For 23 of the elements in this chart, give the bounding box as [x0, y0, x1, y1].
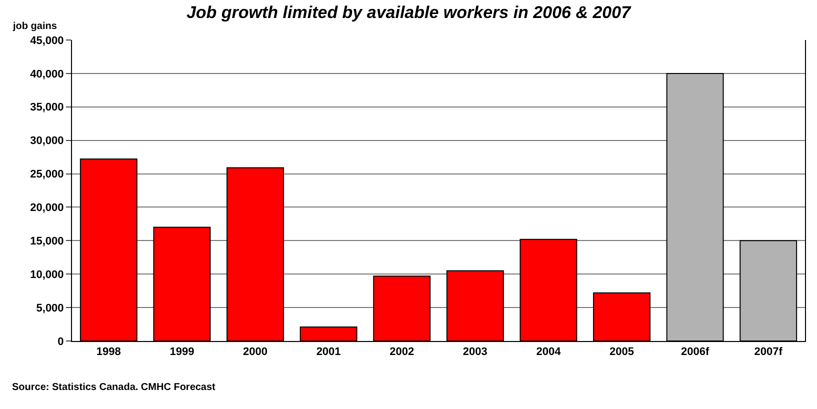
y-tick-label: 30,000	[30, 135, 64, 148]
x-tick-label: 1999	[170, 346, 194, 358]
y-tick-label: 15,000	[30, 236, 64, 248]
y-tick-label: 0	[58, 336, 64, 348]
x-tick-label: 2005	[610, 346, 634, 358]
y-tick-label: 20,000	[30, 202, 64, 214]
y-tick-label: 45,000	[30, 34, 64, 47]
chart-title: Job growth limited by available workers in 2006 & 2007	[186, 3, 632, 22]
y-axis-title: job gains	[12, 21, 58, 32]
x-tick-label: 2004	[536, 346, 562, 358]
y-tick-label: 35,000	[30, 102, 64, 114]
x-tick-label: 2006f	[680, 346, 710, 358]
x-tick-label: 2003	[462, 346, 488, 358]
x-tick-label: 2000	[243, 346, 268, 358]
y-tick-label: 40,000	[30, 68, 64, 80]
x-tick-label: 2002	[390, 346, 414, 358]
y-tick-label: 10,000	[30, 268, 64, 281]
y-tick-label: 25,000	[30, 168, 64, 181]
x-tick-label: 2001	[316, 346, 341, 358]
x-tick-label: 2007f	[754, 346, 783, 358]
source-note: Source: Statistics Canada. CMHC Forecast	[12, 382, 216, 393]
x-tick-label: 1998	[96, 346, 121, 358]
y-tick-label: 5,000	[36, 302, 64, 314]
